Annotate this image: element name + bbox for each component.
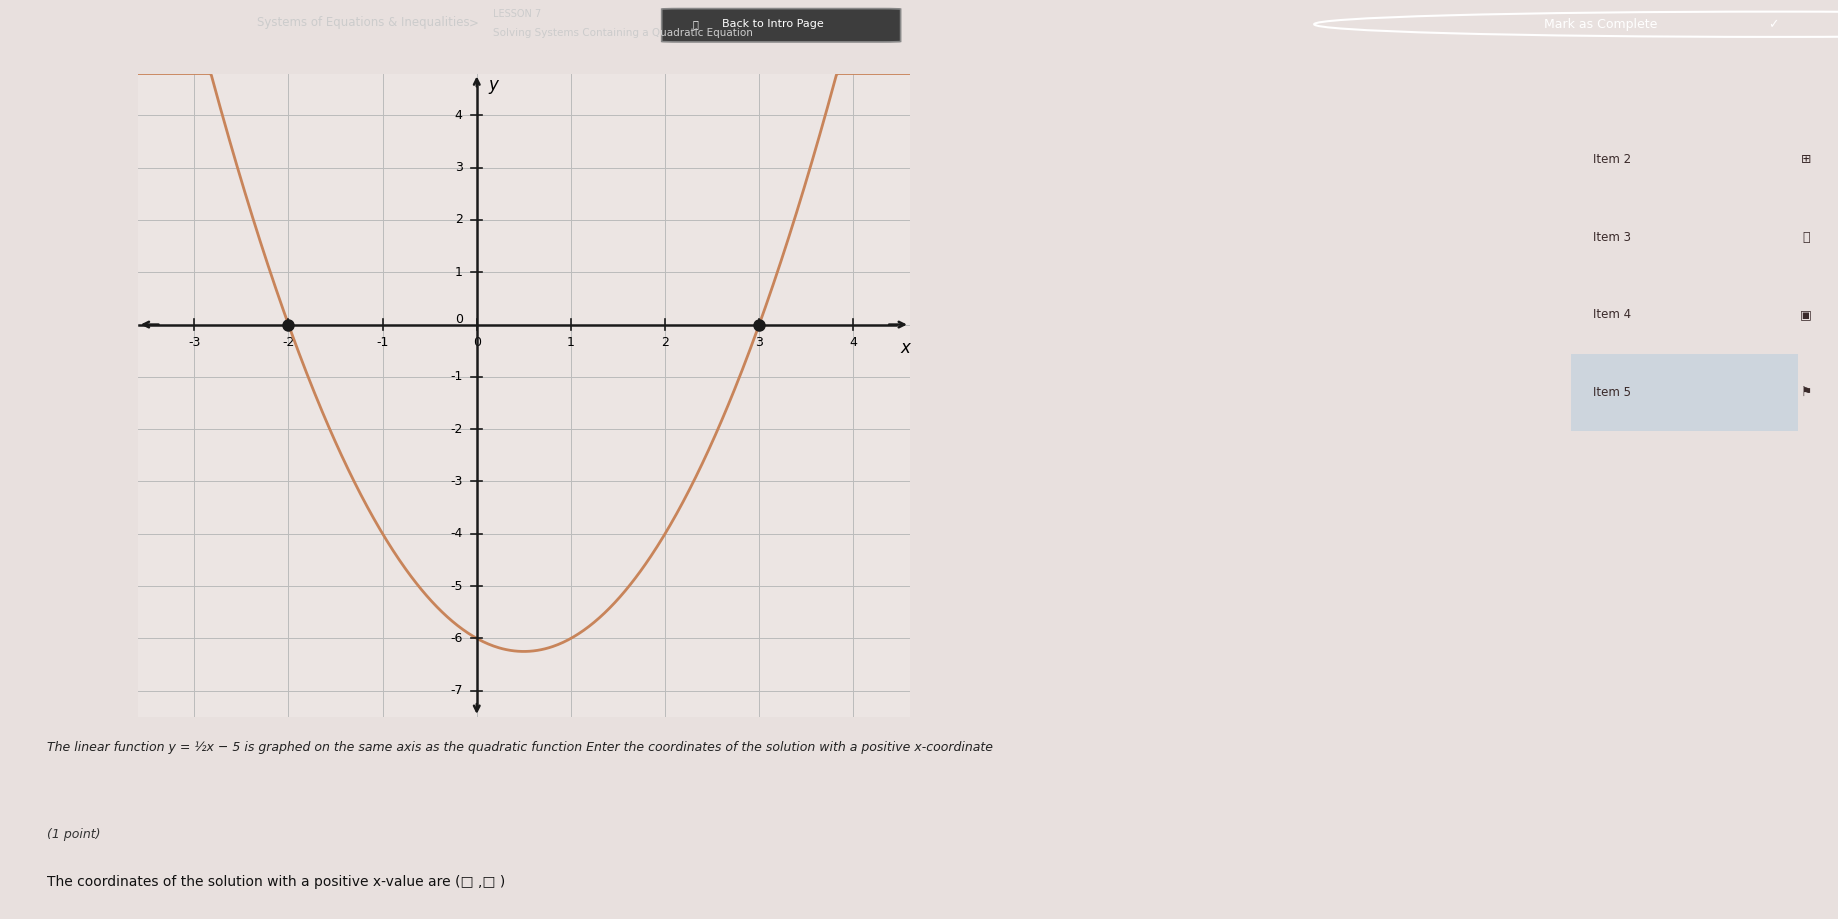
- Text: ⓘ: ⓘ: [1803, 231, 1810, 244]
- Text: Solving Systems Containing a Quadratic Equation: Solving Systems Containing a Quadratic E…: [493, 28, 752, 38]
- Text: ✓: ✓: [1768, 17, 1779, 30]
- FancyBboxPatch shape: [1571, 354, 1798, 431]
- Text: Back to Intro Page: Back to Intro Page: [722, 19, 823, 29]
- Text: 🖹: 🖹: [693, 19, 698, 29]
- Text: 3: 3: [454, 161, 463, 175]
- Text: 3: 3: [755, 336, 763, 349]
- Text: ⊞: ⊞: [1801, 153, 1810, 166]
- FancyBboxPatch shape: [662, 8, 901, 42]
- Text: 1: 1: [454, 266, 463, 278]
- Text: -4: -4: [450, 528, 463, 540]
- Text: Mark as Complete: Mark as Complete: [1544, 17, 1658, 30]
- Text: 0: 0: [454, 312, 463, 326]
- Text: -1: -1: [450, 370, 463, 383]
- Text: ▣: ▣: [1799, 309, 1812, 322]
- Text: -2: -2: [283, 336, 294, 349]
- Text: Item 2: Item 2: [1594, 153, 1630, 166]
- Text: 2: 2: [662, 336, 669, 349]
- Text: -2: -2: [450, 423, 463, 436]
- Text: The coordinates of the solution with a positive x-value are (□ ,□ ): The coordinates of the solution with a p…: [48, 875, 505, 889]
- Text: -6: -6: [450, 632, 463, 645]
- Text: Item 4: Item 4: [1594, 309, 1630, 322]
- Text: Item 3: Item 3: [1594, 231, 1630, 244]
- Text: Item 5: Item 5: [1594, 386, 1630, 399]
- Text: (1 point): (1 point): [48, 828, 101, 841]
- Text: 0: 0: [472, 336, 482, 349]
- Text: LESSON 7: LESSON 7: [493, 9, 540, 19]
- Text: 1: 1: [566, 336, 575, 349]
- Text: x: x: [901, 339, 910, 357]
- Text: 2: 2: [454, 213, 463, 226]
- Text: -3: -3: [450, 475, 463, 488]
- Text: -1: -1: [377, 336, 390, 349]
- Text: -3: -3: [187, 336, 200, 349]
- Text: ⚑: ⚑: [1801, 386, 1812, 399]
- Text: -7: -7: [450, 684, 463, 698]
- Text: 4: 4: [849, 336, 857, 349]
- Text: The linear function y = ½x − 5 is graphed on the same axis as the quadratic func: The linear function y = ½x − 5 is graphe…: [48, 741, 993, 754]
- Text: y: y: [489, 76, 498, 94]
- Text: >: >: [469, 17, 478, 29]
- Text: Systems of Equations & Inequalities: Systems of Equations & Inequalities: [257, 17, 471, 29]
- Text: -5: -5: [450, 580, 463, 593]
- Text: 4: 4: [454, 108, 463, 122]
